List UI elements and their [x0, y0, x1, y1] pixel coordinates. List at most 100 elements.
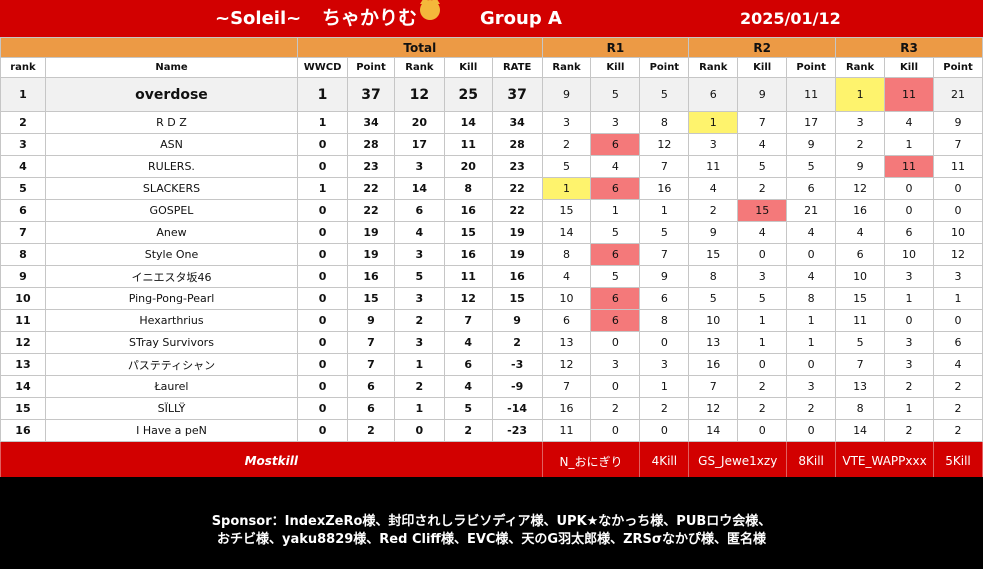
col-rank: rank: [0, 57, 46, 78]
r2-kill: 0: [737, 243, 788, 266]
r2-point: 5: [786, 155, 837, 178]
r1-rank: 13: [541, 331, 592, 354]
total-rate: 9: [491, 309, 543, 332]
table-row: 11 Hexarthrius 0 9 2 7 9 6 6 8 10 1 1 11 0 0: [0, 309, 983, 332]
col-rate: RATE: [491, 57, 543, 78]
total-rate: -9: [491, 375, 543, 398]
organizer-name: ちゃかりむ: [322, 0, 441, 37]
group-label: Group A: [480, 8, 562, 29]
total-point: 15: [347, 287, 395, 310]
r1-rank: 4: [541, 265, 592, 288]
total-rank: 1: [393, 397, 445, 420]
r1-kill: 6: [590, 287, 641, 310]
team-rank: 14: [0, 375, 46, 398]
r1-kill: 5: [590, 77, 641, 112]
team-rank: 1: [0, 77, 46, 112]
r2-point: 0: [786, 419, 837, 442]
total-point: 6: [347, 397, 395, 420]
r1-point: 3: [639, 353, 690, 376]
team-rank: 15: [0, 397, 46, 420]
r3-point: 4: [933, 353, 983, 376]
r1-point: 8: [639, 309, 690, 332]
total-wwcd: 0: [297, 287, 349, 310]
r3-kill: 1: [884, 397, 934, 420]
r2-point: 8: [786, 287, 837, 310]
sponsor-banner: Sponsor：IndexZeRo様、封印されしラビソディア様、UPK★なかっち…: [0, 477, 983, 569]
col-total-rank: Rank: [393, 57, 445, 78]
r3-rank: 16: [835, 199, 886, 222]
r3-kill: 0: [884, 309, 934, 332]
total-wwcd: 0: [297, 419, 349, 442]
total-rank: 6: [393, 199, 445, 222]
r1-rank: 12: [541, 353, 592, 376]
mostkill-label: Mostkill: [0, 441, 543, 481]
r1-point: 7: [639, 243, 690, 266]
team-name: Anew: [44, 221, 299, 244]
r3-point: 11: [933, 155, 983, 178]
col-wwcd: WWCD: [297, 57, 349, 78]
r1-rank: 7: [541, 375, 592, 398]
r1-rank: 9: [541, 77, 592, 112]
total-rank: 3: [393, 243, 445, 266]
r3-kill: 4: [884, 111, 934, 134]
total-kill: 11: [443, 133, 493, 156]
r2-kill: 3: [737, 265, 788, 288]
total-wwcd: 0: [297, 353, 349, 376]
mostkill-r1-kills: 4Kill: [639, 441, 690, 481]
total-rank: 1: [393, 353, 445, 376]
r1-rank: 15: [541, 199, 592, 222]
r1-point: 5: [639, 221, 690, 244]
total-wwcd: 0: [297, 375, 349, 398]
total-rank: 12: [393, 77, 445, 112]
total-rank: 20: [393, 111, 445, 134]
r2-rank: 1: [688, 111, 739, 134]
r1-point: 7: [639, 155, 690, 178]
total-rank: 2: [393, 375, 445, 398]
r2-kill: 2: [737, 375, 788, 398]
r1-point: 12: [639, 133, 690, 156]
r1-kill: 6: [590, 243, 641, 266]
total-kill: 5: [443, 397, 493, 420]
col-r2-kill: Kill: [737, 57, 788, 78]
r1-kill: 5: [590, 265, 641, 288]
r2-point: 9: [786, 133, 837, 156]
r3-rank: 4: [835, 221, 886, 244]
total-rate: 16: [491, 265, 543, 288]
r3-rank: 8: [835, 397, 886, 420]
section-r2: R2: [688, 37, 837, 58]
r1-rank: 10: [541, 287, 592, 310]
r3-point: 0: [933, 309, 983, 332]
r2-rank: 10: [688, 309, 739, 332]
r2-point: 0: [786, 353, 837, 376]
total-wwcd: 0: [297, 397, 349, 420]
total-rate: 22: [491, 177, 543, 200]
r2-point: 1: [786, 331, 837, 354]
team-name: Hexarthrius: [44, 309, 299, 332]
col-r3-kill: Kill: [884, 57, 934, 78]
total-rate: -14: [491, 397, 543, 420]
team-rank: 5: [0, 177, 46, 200]
r1-kill: 1: [590, 199, 641, 222]
total-point: 16: [347, 265, 395, 288]
r2-kill: 7: [737, 111, 788, 134]
r2-point: 3: [786, 375, 837, 398]
col-r2-rank: Rank: [688, 57, 739, 78]
table-row: 9 イニエスタ坂46 0 16 5 11 16 4 5 9 8 3 4 10 3 3: [0, 265, 983, 288]
team-name: SÏLLŸ: [44, 397, 299, 420]
sponsor-line-2: おチビ様、yaku8829様、Red Cliff様、EVC様、天のG羽太郎様、Z…: [216, 532, 767, 547]
total-wwcd: 0: [297, 133, 349, 156]
r3-rank: 10: [835, 265, 886, 288]
r2-kill: 2: [737, 177, 788, 200]
r2-point: 2: [786, 397, 837, 420]
team-rank: 13: [0, 353, 46, 376]
team-rank: 7: [0, 221, 46, 244]
r1-kill: 5: [590, 221, 641, 244]
r3-point: 2: [933, 419, 983, 442]
total-kill: 4: [443, 331, 493, 354]
r1-point: 1: [639, 199, 690, 222]
r1-kill: 0: [590, 419, 641, 442]
col-r3-rank: Rank: [835, 57, 886, 78]
table-row: 10 Ping-Pong-Pearl 0 15 3 12 15 10 6 6 5 5 8 15 1 1: [0, 287, 983, 310]
total-kill: 15: [443, 221, 493, 244]
team-name: SLACKERS: [44, 177, 299, 200]
